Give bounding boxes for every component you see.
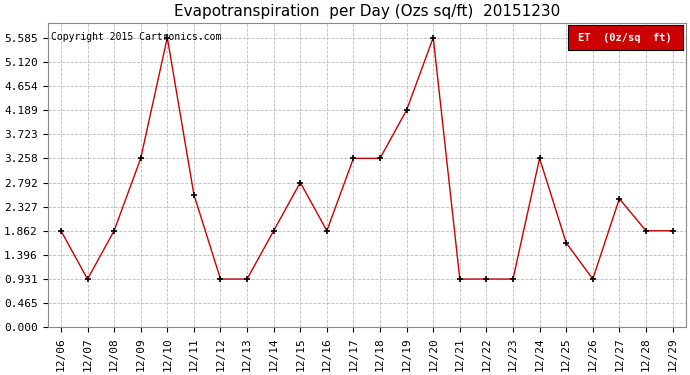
Title: Evapotranspiration  per Day (Ozs sq/ft)  20151230: Evapotranspiration per Day (Ozs sq/ft) 2… (174, 4, 560, 19)
Text: Copyright 2015 Cartronics.com: Copyright 2015 Cartronics.com (51, 32, 221, 42)
